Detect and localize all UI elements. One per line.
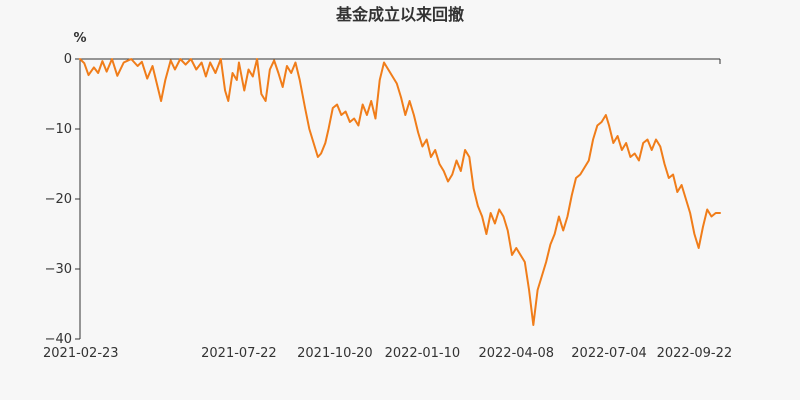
chart-title: 基金成立以来回撤 [335, 5, 464, 24]
x-tick-label: 2021-07-22 [201, 346, 277, 361]
y-tick-label: −30 [45, 262, 72, 277]
x-tick-label: 2022-04-08 [478, 346, 554, 361]
y-tick-label: −40 [45, 332, 72, 347]
drawdown-series-line [79, 58, 721, 326]
y-tick-label: −20 [45, 192, 72, 207]
y-tick-label: 0 [64, 52, 72, 67]
x-tick-label: 2022-09-22 [657, 346, 733, 361]
x-tick-label: 2021-10-20 [297, 346, 373, 361]
x-tick-label: 2022-07-04 [571, 346, 647, 361]
y-axis-unit-label: % [73, 31, 86, 46]
x-tick-label: 2021-02-23 [43, 346, 119, 361]
y-tick-label: −10 [45, 122, 72, 137]
series-layer [79, 58, 721, 326]
x-tick-label: 2022-01-10 [385, 346, 461, 361]
